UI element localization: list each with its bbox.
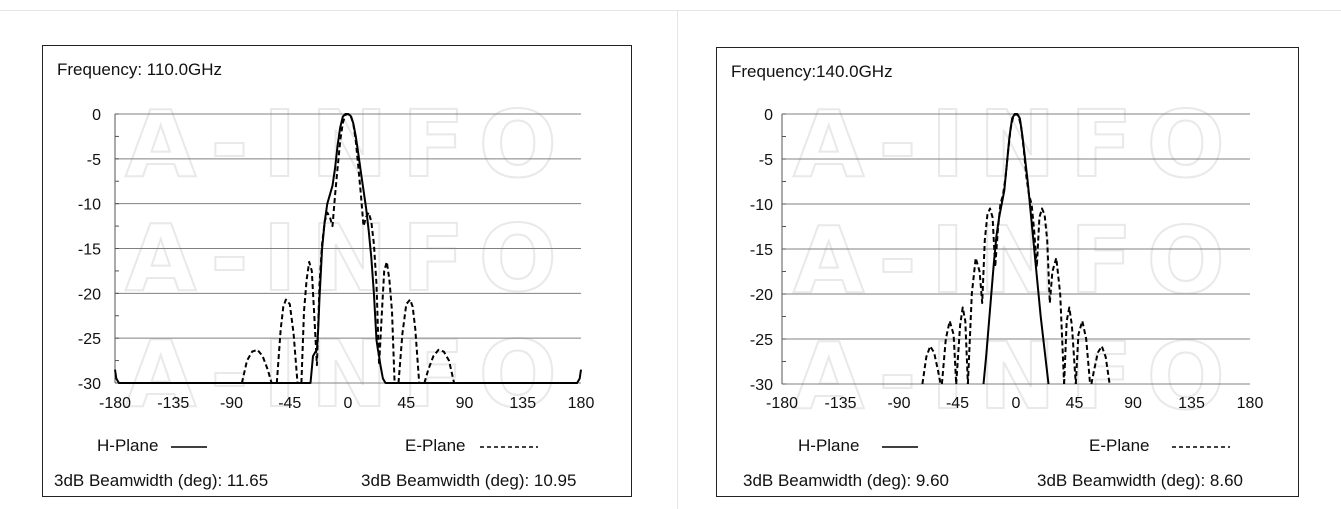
legend-solid-line-icon: [171, 445, 208, 448]
series-line: [397, 298, 421, 384]
legend-e-plane-label: E-Plane: [1089, 436, 1150, 455]
x-tick-label: -45: [278, 395, 301, 412]
beamwidth-e: 3dB Beamwidth (deg): 8.60: [1037, 471, 1244, 490]
x-tick-label: -180: [99, 395, 131, 412]
y-tick-label: -20: [750, 287, 773, 304]
chart-svg: A-INFOA-INFOA-INFO0-5-10-15-20-25-30-180…: [78, 90, 595, 429]
legend-e-plane: E-Plane: [1089, 436, 1231, 456]
y-tick-label: -10: [78, 197, 101, 214]
legend-e-plane: E-Plane: [405, 436, 539, 456]
y-tick-label: 0: [92, 107, 101, 124]
x-tick-label: -90: [220, 395, 243, 412]
y-tick-label: -5: [87, 152, 101, 169]
chart-panel-140ghz: Frequency:140.0GHz A-INFO A-INFO A-INFO 0 -5…: [716, 47, 1299, 497]
y-tick-label: -25: [750, 332, 773, 349]
legend-solid-line-icon: [882, 445, 919, 448]
x-tick-label: 90: [456, 395, 474, 412]
watermark-text: A-INFO: [793, 207, 1239, 314]
series-e-plane: [240, 113, 456, 384]
x-tick-label: 180: [568, 395, 595, 412]
x-tick-label: -90: [887, 395, 910, 412]
x-tick-label: 45: [1066, 395, 1084, 412]
series-line: [1063, 306, 1077, 385]
watermark-text: A-INFO: [125, 205, 571, 312]
beamwidth-h: 3dB Beamwidth (deg): 11.65: [54, 471, 269, 490]
x-tick-label: 0: [344, 395, 353, 412]
x-tick-label: -135: [824, 395, 856, 412]
y-tick-label: -10: [750, 197, 773, 214]
series-line: [423, 348, 456, 384]
legend-dashed-line-icon: [480, 445, 539, 448]
y-tick-label: 0: [764, 107, 773, 124]
series-line: [1090, 345, 1111, 385]
series-line: [300, 113, 396, 384]
y-tick-label: -25: [78, 331, 101, 348]
page-top-rule: [0, 10, 1341, 11]
x-tick-label: -135: [157, 395, 189, 412]
legend-h-plane: H-Plane: [798, 436, 919, 456]
watermark-text: A-INFO: [125, 91, 571, 198]
series-line: [921, 345, 942, 385]
page-divider: [677, 10, 678, 509]
legend-h-plane: H-Plane: [97, 436, 208, 456]
chart-panel-110ghz: Frequency: 110.0GHz A-INFO A-INFO A-INFO 0-…: [42, 45, 632, 497]
chart-title: Frequency:140.0GHz: [731, 62, 893, 81]
y-tick-label: -15: [78, 242, 101, 259]
series-line: [966, 113, 1066, 385]
beamwidth-e: 3dB Beamwidth (deg): 10.95: [361, 471, 577, 490]
series-line: [1074, 320, 1092, 385]
x-tick-label: 45: [397, 395, 415, 412]
legend-dashed-line-icon: [1172, 445, 1231, 448]
legend-h-plane-label: H-Plane: [97, 436, 159, 455]
legend-e-plane-label: E-Plane: [405, 436, 466, 455]
series-line: [275, 298, 299, 384]
beamwidth-h: 3dB Beamwidth (deg): 9.60: [743, 471, 950, 490]
chart-title: Frequency: 110.0GHz: [57, 60, 223, 79]
x-tick-label: 180: [1237, 395, 1264, 412]
y-tick-label: -20: [78, 286, 101, 303]
watermark-text: A-INFO: [793, 323, 1239, 430]
y-tick-label: -15: [750, 242, 773, 259]
chart-svg: A-INFOA-INFOA-INFO0-5-10-15-20-25-30-180…: [750, 90, 1264, 431]
series-line: [955, 306, 969, 385]
x-tick-label: 135: [1178, 395, 1205, 412]
x-tick-label: -45: [946, 395, 969, 412]
x-tick-label: 90: [1124, 395, 1142, 412]
y-tick-label: -30: [78, 376, 101, 393]
legend-h-plane-label: H-Plane: [798, 436, 860, 455]
watermark-text: A-INFO: [793, 91, 1239, 198]
x-tick-label: -180: [766, 395, 798, 412]
y-tick-label: -5: [759, 152, 773, 169]
y-tick-label: -30: [750, 377, 773, 394]
series-e-plane: [921, 113, 1111, 385]
x-tick-label: 135: [509, 395, 536, 412]
x-tick-label: 0: [1012, 395, 1021, 412]
